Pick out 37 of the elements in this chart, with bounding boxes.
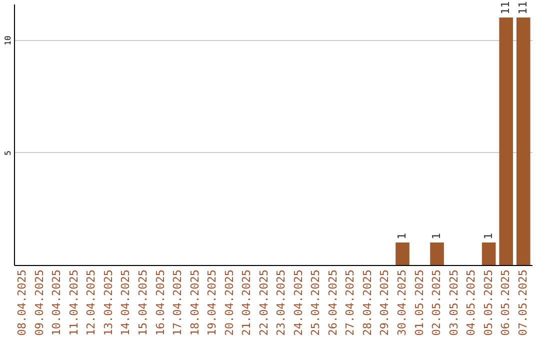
x-tick-label: 11.04.2025 <box>67 270 80 336</box>
x-tick-label: 22.04.2025 <box>257 270 270 336</box>
y-tick-label: 10 <box>4 36 12 46</box>
data-label: 11 <box>499 1 512 14</box>
x-tick-label: 20.04.2025 <box>222 270 236 336</box>
x-tick-label: 06.05.2025 <box>499 270 512 336</box>
x-tick-label: 04.05.2025 <box>464 270 478 336</box>
x-tick-label: 18.04.2025 <box>188 270 202 336</box>
x-tick-label: 19.04.2025 <box>206 270 219 336</box>
x-tick-label: 05.05.2025 <box>482 270 495 336</box>
x-tick-label: 27.04.2025 <box>344 270 357 336</box>
data-label: 1 <box>396 232 408 240</box>
y-tick-label: 5 <box>4 150 12 156</box>
x-tick-label: 26.04.2025 <box>326 270 340 336</box>
x-tick-label: 17.04.2025 <box>171 270 184 336</box>
x-tick-label: 12.04.2025 <box>84 270 98 336</box>
x-tick-label: 30.04.2025 <box>396 270 408 336</box>
x-tick-label: 02.05.2025 <box>430 270 444 336</box>
data-label: 1 <box>430 232 444 240</box>
x-tick-label: 24.04.2025 <box>292 270 305 336</box>
x-tick-label: 21.04.2025 <box>240 270 254 336</box>
x-tick-label: 01.05.2025 <box>412 270 426 336</box>
x-tick-label: 23.04.2025 <box>274 270 288 336</box>
x-tick-label: 14.04.2025 <box>119 270 132 336</box>
x-tick-label: 08.04.2025 <box>16 270 29 336</box>
x-tick-label: 10.04.2025 <box>50 270 64 336</box>
x-tick-label: 28.04.2025 <box>360 270 374 336</box>
x-tick-label: 13.04.2025 <box>102 270 115 336</box>
x-tick-label: 29.04.2025 <box>378 270 392 336</box>
data-label: 1 <box>482 232 495 240</box>
x-tick-label: 15.04.2025 <box>136 270 150 336</box>
x-tick-label: 25.04.2025 <box>309 270 322 336</box>
data-label: 11 <box>516 1 530 14</box>
x-tick-label: 07.05.2025 <box>516 270 530 336</box>
x-tick-label: 03.05.2025 <box>447 270 460 336</box>
x-tick-label: 16.04.2025 <box>154 270 167 336</box>
x-tick-label: 09.04.2025 <box>32 270 46 336</box>
